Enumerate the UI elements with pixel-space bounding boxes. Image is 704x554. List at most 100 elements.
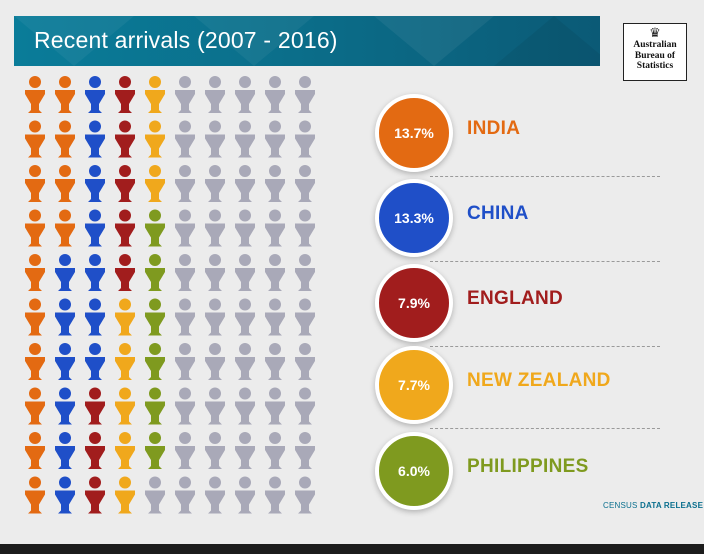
person-icon xyxy=(265,254,285,291)
person-icon xyxy=(205,343,225,380)
country-label: PHILIPPINES xyxy=(467,456,589,477)
person-icon xyxy=(85,165,105,202)
screen-bezel xyxy=(0,544,704,554)
person-icon xyxy=(175,432,195,469)
footer-prefix: CENSUS xyxy=(603,501,640,510)
person-icon xyxy=(265,298,285,336)
person-icon xyxy=(295,209,315,247)
person-icon xyxy=(145,165,165,202)
person-icon xyxy=(265,165,285,202)
person-icon xyxy=(85,476,105,514)
person-icon xyxy=(55,120,75,158)
person-icon xyxy=(205,76,225,113)
person-icon xyxy=(175,387,195,425)
person-icon xyxy=(235,476,255,514)
person-icon xyxy=(235,254,255,291)
person-icon xyxy=(25,432,45,469)
person-icon xyxy=(115,476,135,514)
person-icon xyxy=(235,432,255,469)
person-icon xyxy=(205,476,225,514)
person-icon xyxy=(235,120,255,158)
person-icon xyxy=(85,76,105,113)
person-icon xyxy=(295,298,315,336)
person-icon xyxy=(115,209,135,247)
person-icon xyxy=(85,120,105,158)
person-icon xyxy=(115,387,135,425)
abs-logo: ♛ Australian Bureau of Statistics xyxy=(623,23,687,81)
logo-line-2: Bureau of xyxy=(634,50,676,61)
census-footer: CENSUS DATA RELEASE xyxy=(603,501,703,510)
person-icon xyxy=(115,254,135,291)
page-title: Recent arrivals (2007 - 2016) xyxy=(34,27,338,53)
person-icon xyxy=(235,343,255,380)
person-icon xyxy=(295,432,315,469)
person-icon xyxy=(175,165,195,202)
person-icon xyxy=(175,209,195,247)
person-icon xyxy=(25,387,45,425)
person-icon xyxy=(25,476,45,514)
person-icon xyxy=(175,476,195,514)
percent-badge: 6.0% xyxy=(375,432,453,510)
person-icon xyxy=(55,298,75,336)
person-icon xyxy=(85,254,105,291)
person-icon xyxy=(85,387,105,425)
person-icon xyxy=(145,254,165,291)
person-icon xyxy=(205,387,225,425)
person-icon xyxy=(85,298,105,336)
person-icon xyxy=(85,209,105,247)
person-icon xyxy=(175,343,195,380)
person-icon xyxy=(265,209,285,247)
legend-divider xyxy=(430,261,660,262)
person-icon xyxy=(265,476,285,514)
country-label: INDIA xyxy=(467,118,521,139)
person-icon xyxy=(55,343,75,380)
person-icon xyxy=(115,165,135,202)
logo-line-1: Australian xyxy=(633,40,677,50)
person-icon xyxy=(115,432,135,469)
person-icon xyxy=(295,254,315,291)
person-icon xyxy=(115,76,135,113)
person-icon xyxy=(205,120,225,158)
person-icon xyxy=(265,343,285,380)
person-icon xyxy=(145,209,165,247)
person-icon xyxy=(295,120,315,158)
person-icon xyxy=(205,254,225,291)
legend-divider xyxy=(430,428,660,429)
person-icon xyxy=(205,298,225,336)
person-icon xyxy=(25,254,45,291)
person-icon xyxy=(145,76,165,113)
person-icon xyxy=(55,387,75,425)
person-icon xyxy=(265,76,285,113)
person-icon xyxy=(265,432,285,469)
person-icon xyxy=(55,209,75,247)
person-icon xyxy=(85,432,105,469)
person-icon xyxy=(145,476,165,514)
person-icon xyxy=(25,120,45,158)
person-icon xyxy=(55,165,75,202)
person-icon xyxy=(175,298,195,336)
logo-line-3: Statistics xyxy=(636,61,674,71)
person-icon xyxy=(115,120,135,158)
person-icon xyxy=(295,343,315,380)
person-icon xyxy=(295,476,315,514)
person-icon xyxy=(55,254,75,291)
person-icon xyxy=(295,76,315,113)
person-icon xyxy=(55,432,75,469)
person-icon xyxy=(295,387,315,425)
person-icon xyxy=(175,120,195,158)
percent-badge: 7.9% xyxy=(375,264,453,342)
person-icon xyxy=(265,387,285,425)
person-icon xyxy=(25,76,45,113)
person-icon xyxy=(25,165,45,202)
person-icon xyxy=(235,165,255,202)
person-icon xyxy=(25,298,45,336)
person-icon xyxy=(235,298,255,336)
person-icon xyxy=(145,432,165,469)
person-icon xyxy=(55,76,75,113)
person-icon xyxy=(145,387,165,425)
percent-badge: 7.7% xyxy=(375,346,453,424)
person-icon xyxy=(145,343,165,380)
person-icon xyxy=(85,343,105,380)
legend-divider xyxy=(430,176,660,177)
legend-divider xyxy=(430,346,660,347)
